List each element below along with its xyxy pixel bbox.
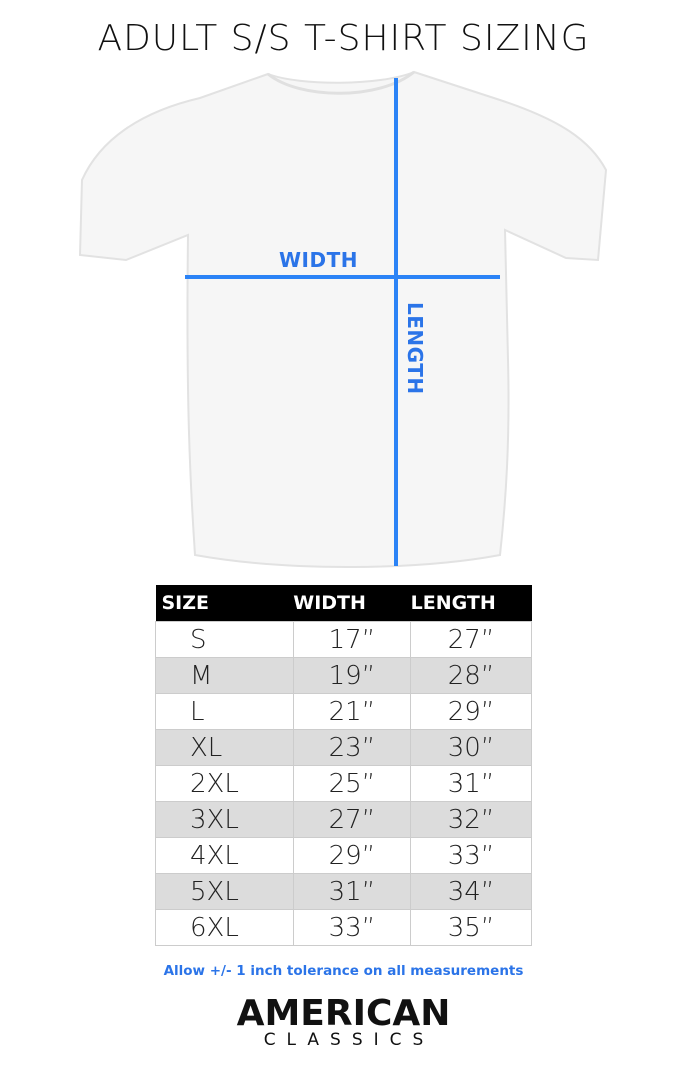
length-cell: 34” [410,873,532,910]
length-cell: 35” [410,909,532,946]
table-row: XL 23” 30” [155,729,532,766]
table-row: S 17” 27” [155,621,532,658]
table-row: 4XL 29” 33” [155,837,532,874]
table-row: 6XL 33” 35” [155,909,532,946]
length-cell: 32” [410,801,532,838]
table-row: 3XL 27” 32” [155,801,532,838]
size-cell: 2XL [155,765,294,802]
table-row: 2XL 25” 31” [155,765,532,802]
header-width: WIDTH [293,585,411,622]
tshirt-shape [78,70,608,568]
length-label: LENGTH [403,302,427,395]
tshirt-diagram [78,70,608,568]
page-title: ADULT S/S T-SHIRT SIZING [97,18,590,59]
header-size: SIZE [155,585,294,622]
width-cell: 31” [292,873,412,910]
table-row: M 19” 28” [155,657,532,694]
table-row: L 21” 29” [155,693,532,730]
width-cell: 29” [292,837,412,874]
size-cell: S [155,621,294,658]
width-cell: 23” [292,729,412,766]
size-cell: 4XL [155,837,294,874]
length-cell: 27” [410,621,532,658]
width-cell: 17” [292,621,412,658]
width-cell: 33” [292,909,412,946]
size-cell: 5XL [155,873,294,910]
brand-logo-line1: AMERICAN [236,993,451,1034]
length-cell: 28” [410,657,532,694]
table-row: 5XL 31” 34” [155,873,532,910]
table-header: SIZE WIDTH LENGTH [155,585,532,622]
size-cell: M [155,657,294,694]
size-cell: 3XL [155,801,294,838]
width-label: WIDTH [279,248,358,272]
size-cell: XL [155,729,294,766]
width-cell: 19” [292,657,412,694]
size-cell: 6XL [155,909,294,946]
width-cell: 21” [292,693,412,730]
size-table: SIZE WIDTH LENGTH S 17” 27” M 19” 28” L 21” 29” X… [155,585,532,946]
length-cell: 33” [410,837,532,874]
width-cell: 27” [292,801,412,838]
width-cell: 25” [292,765,412,802]
length-cell: 29” [410,693,532,730]
tolerance-note: Allow +/- 1 inch tolerance on all measur… [163,963,524,979]
length-cell: 31” [410,765,532,802]
header-length: LENGTH [410,585,532,622]
brand-logo-line2: CLASSICS [263,1030,435,1050]
size-cell: L [155,693,294,730]
length-cell: 30” [410,729,532,766]
